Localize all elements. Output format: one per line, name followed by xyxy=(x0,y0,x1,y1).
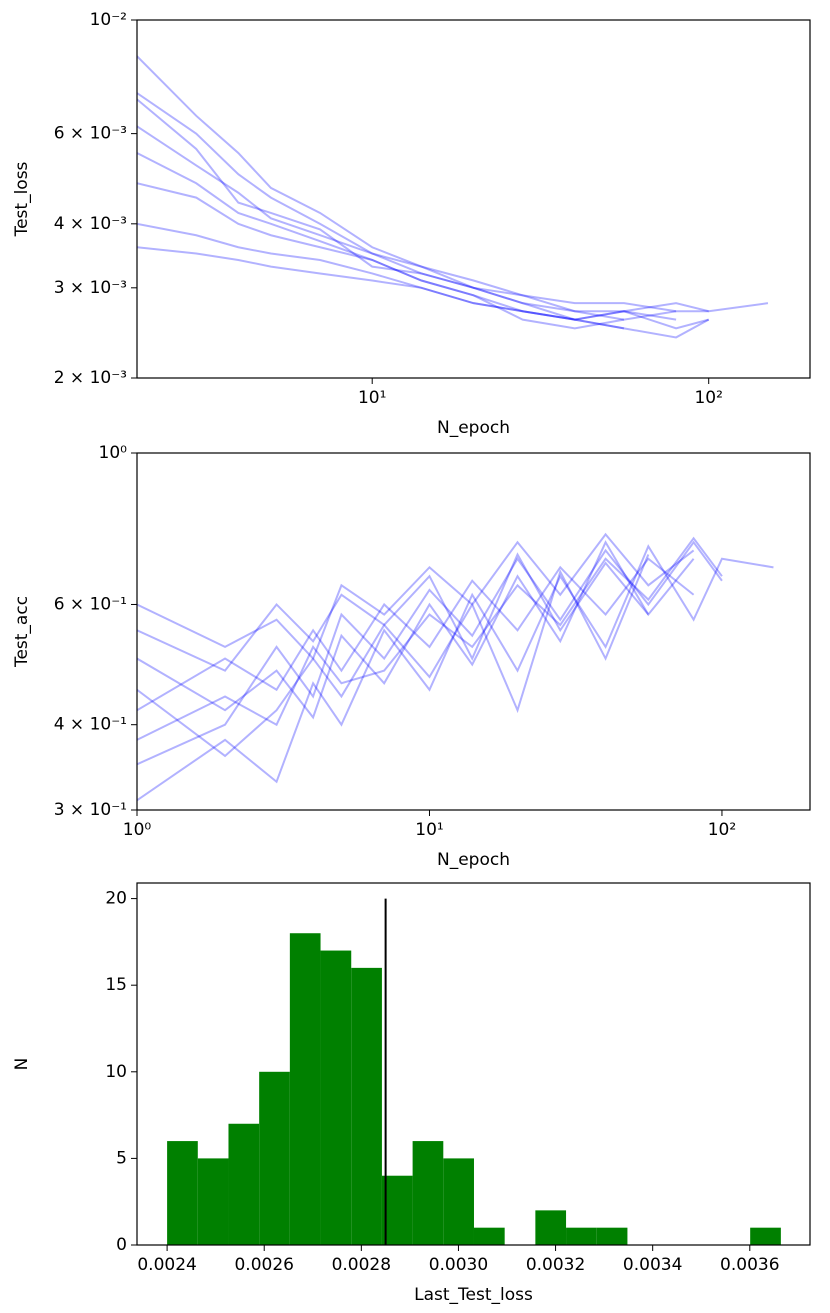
x-tick-label: 10² xyxy=(708,820,736,840)
x-tick-label: 0.0034 xyxy=(623,1255,682,1275)
subplot: 10⁰ 10¹ 10² 3 × 10⁻¹ 4 × 10⁻¹ 6 × 10⁻¹ 10⁰ N_ep… xyxy=(12,443,811,870)
y-tick-label: 6 × 10⁻¹ xyxy=(54,594,127,614)
y-tick-label: 6 × 10⁻³ xyxy=(54,124,127,144)
series-line xyxy=(137,540,723,766)
bar xyxy=(228,1123,260,1245)
subplot: 10¹ 10² 2 × 10⁻³ 3 × 10⁻³ 4 × 10⁻³ 6 × 10⁻³ 10… xyxy=(12,10,811,438)
y-tick-label: 10 xyxy=(105,1062,127,1082)
bar xyxy=(197,1158,229,1245)
y-tick-label: 0 xyxy=(116,1235,127,1255)
y-tick-label: 5 xyxy=(116,1148,127,1168)
y-axis-label: Test_acc xyxy=(12,596,32,668)
y-tick-label: 3 × 10⁻³ xyxy=(54,278,127,298)
y-tick-label: 2 × 10⁻³ xyxy=(54,368,127,388)
axes-frame xyxy=(136,882,811,1246)
y-tick-label: 10⁻² xyxy=(90,10,127,30)
x-tick-label: 0.0024 xyxy=(137,1255,196,1275)
series-line xyxy=(137,182,625,330)
subplot: 0.0024 0.0026 0.0028 0.0030 0.0032 0.0034 0.00… xyxy=(12,882,811,1305)
bar xyxy=(596,1227,628,1245)
y-tick-label: 10⁰ xyxy=(99,443,128,463)
y-tick-label: 4 × 10⁻³ xyxy=(54,214,127,234)
x-tick-label: 0.0030 xyxy=(429,1255,488,1275)
series-line xyxy=(137,554,650,758)
y-axis-label: Test_loss xyxy=(12,161,32,237)
x-tick-label: 0.0026 xyxy=(234,1255,293,1275)
y-axis-label: N xyxy=(12,1058,32,1071)
series-line xyxy=(137,152,769,321)
series-line xyxy=(137,536,723,741)
y-tick-label: 15 xyxy=(105,975,127,995)
bar xyxy=(566,1227,597,1245)
bar xyxy=(412,1141,444,1245)
series-line xyxy=(137,552,650,672)
x-axis-label: N_epoch xyxy=(437,418,510,438)
bar xyxy=(381,1175,413,1245)
x-axis-label: Last_Test_loss xyxy=(414,1285,533,1305)
series-line xyxy=(137,125,677,321)
plot-area xyxy=(167,898,781,1245)
series-line xyxy=(137,540,695,720)
x-tick-label: 0.0032 xyxy=(526,1255,585,1275)
axes-frame xyxy=(136,19,811,379)
y-tick-label: 20 xyxy=(105,889,127,909)
x-tick-label: 10¹ xyxy=(358,388,386,408)
x-tick-label: 10¹ xyxy=(415,820,443,840)
bar xyxy=(289,933,321,1245)
series-line xyxy=(137,222,709,330)
series-line xyxy=(137,557,695,712)
series-line xyxy=(137,92,677,321)
plot-area xyxy=(137,532,774,802)
bar xyxy=(473,1227,505,1245)
bar xyxy=(750,1227,781,1245)
bar xyxy=(443,1158,474,1245)
y-tick-label: 4 × 10⁻¹ xyxy=(54,715,127,735)
series-line xyxy=(137,55,625,330)
plot-area xyxy=(137,55,769,339)
series-line xyxy=(137,532,695,661)
bar xyxy=(259,1071,290,1245)
bar xyxy=(351,967,382,1245)
bar xyxy=(535,1210,567,1245)
y-tick-label: 3 × 10⁻¹ xyxy=(54,800,127,820)
x-tick-label: 0.0036 xyxy=(720,1255,779,1275)
x-axis-label: N_epoch xyxy=(437,850,510,870)
x-tick-label: 10² xyxy=(694,388,722,408)
bar xyxy=(320,950,352,1245)
series-line xyxy=(137,98,709,313)
series-line xyxy=(137,544,774,802)
x-tick-label: 10⁰ xyxy=(123,820,152,840)
series-line xyxy=(137,246,710,339)
axes-frame xyxy=(136,452,811,811)
x-tick-label: 0.0028 xyxy=(332,1255,391,1275)
bar xyxy=(167,1141,198,1245)
